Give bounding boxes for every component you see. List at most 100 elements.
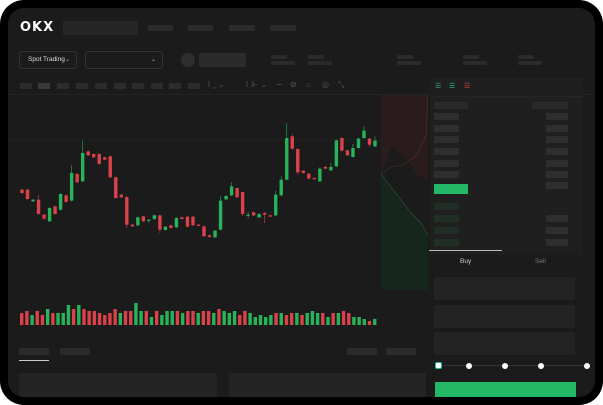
search-bar[interactable] bbox=[63, 21, 138, 35]
ask-price[interactable] bbox=[434, 148, 459, 155]
interval-button[interactable] bbox=[76, 83, 88, 89]
sell-tab[interactable]: Sell bbox=[535, 258, 546, 265]
interval-button[interactable] bbox=[151, 83, 163, 89]
bid-amount[interactable] bbox=[546, 215, 568, 222]
bid-amount[interactable] bbox=[546, 239, 568, 246]
pair-dropdown[interactable]: ⌄ bbox=[85, 51, 163, 69]
candle bbox=[251, 211, 256, 216]
settings-icon[interactable]: ◎ bbox=[322, 80, 329, 89]
bid-price[interactable] bbox=[434, 239, 459, 246]
slider-step[interactable] bbox=[584, 363, 590, 369]
slider-handle[interactable] bbox=[435, 362, 442, 369]
ask-price[interactable] bbox=[434, 125, 459, 132]
stat-label bbox=[397, 55, 413, 59]
candle-body bbox=[290, 136, 294, 149]
coin-icon bbox=[181, 53, 195, 67]
volume-bar bbox=[258, 315, 263, 325]
slider-step[interactable] bbox=[466, 363, 472, 369]
bid-price[interactable] bbox=[434, 215, 459, 222]
header-amount[interactable] bbox=[532, 102, 568, 109]
candle bbox=[279, 176, 283, 196]
volume-bar bbox=[56, 313, 60, 325]
total-input[interactable] bbox=[434, 332, 575, 355]
interval-button[interactable] bbox=[95, 83, 107, 89]
nav-item[interactable] bbox=[188, 25, 213, 31]
amount-slider[interactable] bbox=[439, 365, 589, 366]
tab-order-history[interactable] bbox=[60, 348, 90, 355]
ask-price[interactable] bbox=[434, 136, 459, 143]
interval-button[interactable] bbox=[169, 83, 181, 89]
orderbook-both-icon[interactable]: ☰ bbox=[435, 83, 442, 90]
market-type-dropdown[interactable]: Spot Trading ⌄ bbox=[19, 51, 77, 69]
candle-body bbox=[103, 157, 107, 160]
candle-body bbox=[191, 216, 195, 226]
slider-step[interactable] bbox=[538, 363, 544, 369]
candle bbox=[356, 137, 361, 149]
ask-price[interactable] bbox=[434, 113, 459, 120]
camera-icon[interactable]: ⌂ bbox=[306, 80, 311, 89]
bid-price[interactable] bbox=[434, 203, 459, 210]
line-icon[interactable]: ∼ bbox=[276, 80, 283, 89]
interval-button[interactable] bbox=[20, 83, 32, 89]
stat-label bbox=[271, 55, 287, 59]
amount-input[interactable] bbox=[434, 305, 575, 328]
ask-price[interactable] bbox=[434, 160, 459, 167]
pen-icon[interactable]: ⊘ bbox=[290, 80, 297, 89]
volume-bar bbox=[40, 315, 45, 325]
interval-button[interactable] bbox=[132, 83, 144, 89]
filter-button[interactable] bbox=[386, 348, 416, 355]
chevron-down-icon: ⌄ bbox=[64, 57, 70, 63]
candle-body bbox=[334, 140, 339, 167]
interval-button[interactable] bbox=[114, 83, 126, 89]
interval-button[interactable] bbox=[57, 83, 69, 89]
buy-tab[interactable]: Buy bbox=[460, 258, 472, 265]
volume-bar bbox=[222, 311, 226, 325]
chart-type-dropdown-icon[interactable]: ⌇ ⊩ ⌄ bbox=[245, 80, 268, 89]
nav-item[interactable] bbox=[148, 25, 173, 31]
buy-button[interactable] bbox=[435, 382, 576, 397]
ask-amount[interactable] bbox=[546, 113, 568, 120]
nav-item[interactable] bbox=[229, 25, 255, 31]
nav-item[interactable] bbox=[270, 25, 296, 31]
candle bbox=[47, 207, 52, 222]
candle-body bbox=[262, 213, 267, 215]
filter-button[interactable] bbox=[347, 348, 377, 355]
volume-bar bbox=[66, 305, 71, 325]
volume-bar bbox=[295, 313, 299, 325]
candlestick-chart[interactable] bbox=[8, 95, 381, 330]
volume-bar bbox=[331, 313, 335, 325]
ask-amount[interactable] bbox=[546, 160, 568, 167]
bid-price[interactable] bbox=[434, 227, 459, 234]
bid-amount[interactable] bbox=[546, 227, 568, 234]
ask-price[interactable] bbox=[434, 171, 459, 178]
candle bbox=[235, 187, 239, 198]
candle-body bbox=[196, 224, 201, 226]
volume-bar bbox=[263, 317, 268, 325]
volume-bar bbox=[20, 313, 24, 325]
stat-label bbox=[463, 55, 479, 59]
header-price[interactable] bbox=[434, 102, 468, 109]
ask-amount[interactable] bbox=[546, 136, 568, 143]
volume-bar bbox=[289, 313, 294, 325]
candle-body bbox=[312, 178, 317, 180]
orderbook-buy-icon[interactable]: ☰ bbox=[449, 83, 456, 90]
interval-button[interactable] bbox=[188, 83, 200, 89]
depth-chart bbox=[381, 95, 428, 290]
volume-bar bbox=[357, 317, 361, 325]
candle bbox=[367, 138, 372, 147]
tab-open-orders[interactable] bbox=[19, 348, 49, 355]
ask-amount[interactable] bbox=[546, 182, 568, 189]
interval-button-active[interactable] bbox=[38, 83, 50, 89]
price-input[interactable] bbox=[434, 277, 575, 300]
orderbook-sell-icon[interactable]: ☰ bbox=[464, 83, 471, 90]
fullscreen-icon[interactable]: ⤡ bbox=[338, 80, 345, 89]
slider-step[interactable] bbox=[502, 363, 508, 369]
candle bbox=[323, 165, 328, 170]
okx-logo[interactable]: OKX bbox=[20, 20, 55, 35]
ask-amount[interactable] bbox=[546, 148, 568, 155]
ask-amount[interactable] bbox=[546, 125, 568, 132]
ask-amount[interactable] bbox=[546, 171, 568, 178]
indicator-dropdown-icon[interactable]: ⌇ ˬ ⌄ bbox=[207, 80, 225, 89]
candle-body bbox=[58, 194, 63, 210]
